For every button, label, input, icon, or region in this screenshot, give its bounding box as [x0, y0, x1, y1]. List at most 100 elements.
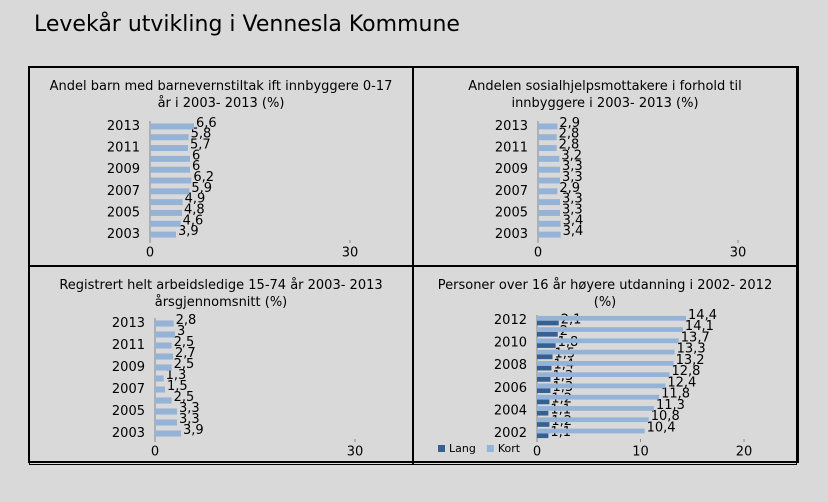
bar: [155, 320, 174, 327]
bar: [537, 349, 675, 355]
data-label: 6,2: [193, 170, 214, 185]
bar: [538, 123, 558, 130]
bar: [538, 188, 558, 195]
bar: [150, 231, 176, 238]
data-label: 2,9: [559, 116, 580, 131]
x-tick-label: 0: [146, 246, 154, 261]
data-label: 3,9: [178, 224, 199, 239]
legend-swatch: [438, 445, 445, 452]
y-tick-label: 2011: [495, 141, 528, 156]
bar: [155, 419, 177, 426]
y-tick-label: 2003: [495, 227, 528, 242]
data-label: 10,8: [651, 409, 680, 424]
bar: [155, 342, 172, 349]
data-label: 6: [192, 148, 200, 163]
data-label: 13,7: [681, 330, 710, 345]
bar: [538, 177, 560, 184]
data-label: 12,4: [667, 375, 696, 390]
data-label: 14,4: [688, 308, 717, 323]
legend-label: Lang: [449, 442, 476, 455]
legend-swatch: [486, 445, 494, 452]
data-label: 2,5: [174, 357, 195, 372]
bar: [150, 166, 190, 173]
bar: [537, 417, 649, 423]
bar: [155, 408, 177, 415]
bar: [537, 327, 683, 332]
bar: [537, 388, 551, 394]
y-tick-label: 2005: [112, 404, 145, 419]
x-tick-label: 20: [736, 445, 753, 460]
chart-panel: Andelen sosialhjelpsmottakere i forhold …: [413, 67, 797, 266]
chart-panel: Registrert helt arbeidsledige 15-74 år 2…: [29, 266, 413, 465]
data-label: 2,8: [559, 127, 580, 142]
bar: [537, 428, 645, 434]
bar: [538, 220, 561, 227]
data-label: 3,3: [179, 412, 200, 427]
data-label: 4,6: [183, 213, 204, 228]
bar: [538, 209, 560, 216]
chart-title: Registrert helt arbeidsledige 15-74 år 2…: [59, 278, 383, 310]
chart: 0 302003200520072009201120133,43,43,33,32…: [495, 116, 746, 261]
data-label: 14,1: [685, 319, 714, 334]
y-tick-label: 2005: [107, 205, 140, 220]
bar: [537, 338, 679, 344]
bar: [150, 188, 190, 195]
chart-title: Personer over 16 år høyere utdanning i 2…: [437, 278, 773, 310]
data-label: 11,3: [656, 398, 685, 413]
y-tick-label: 2011: [112, 338, 145, 353]
data-label: 2,5: [174, 390, 195, 405]
data-label: 5,8: [191, 127, 212, 142]
y-tick-label: 2004: [494, 403, 527, 418]
bar: [537, 422, 550, 427]
bar: [537, 331, 558, 337]
data-label: 13,2: [676, 353, 705, 368]
data-label: 3,3: [562, 192, 583, 207]
data-label: 4,9: [185, 192, 206, 207]
data-label: 4,8: [184, 202, 205, 217]
chart: 010202002200420062008201020121,11,21,11,…: [438, 308, 753, 460]
data-label: 3,3: [562, 159, 583, 174]
data-label: 2,5: [174, 335, 195, 350]
x-tick-label: 30: [347, 445, 364, 460]
y-tick-label: 2011: [107, 141, 140, 156]
data-label: 5,7: [190, 138, 211, 153]
data-label: 3,3: [179, 401, 200, 416]
bar: [537, 320, 559, 326]
bar: [537, 433, 549, 439]
y-tick-label: 2013: [495, 119, 528, 134]
y-tick-label: 2012: [494, 313, 527, 328]
y-tick-label: 2008: [494, 358, 527, 373]
data-label: 1,5: [167, 379, 188, 394]
x-tick-label: 0: [534, 246, 542, 261]
bar: [155, 386, 165, 393]
bar: [537, 343, 556, 348]
data-label: 2,8: [176, 313, 197, 328]
bar: [155, 364, 172, 371]
bar: [537, 377, 551, 382]
data-label: 12,8: [671, 364, 700, 379]
data-label: 10,4: [647, 420, 676, 435]
bar: [538, 155, 560, 162]
y-tick-label: 2007: [495, 184, 528, 199]
bar: [155, 375, 164, 382]
bar: [150, 199, 183, 206]
bar: [150, 220, 181, 227]
bar: [537, 372, 670, 377]
data-label: 1,3: [166, 368, 187, 383]
y-tick-label: 2007: [107, 184, 140, 199]
x-tick-label: 30: [342, 246, 359, 261]
bar: [150, 209, 182, 216]
bar: [155, 397, 172, 404]
bar: [537, 406, 654, 411]
bar: [537, 383, 666, 389]
y-tick-label: 2009: [495, 162, 528, 177]
bar: [538, 134, 557, 141]
bar: [537, 410, 549, 416]
data-label: 3,3: [562, 202, 583, 217]
bar: [150, 177, 192, 184]
data-label: 3,4: [563, 224, 584, 239]
data-label: 6,6: [196, 116, 217, 131]
y-tick-label: 2003: [112, 426, 145, 441]
x-tick-label: 10: [632, 445, 649, 460]
